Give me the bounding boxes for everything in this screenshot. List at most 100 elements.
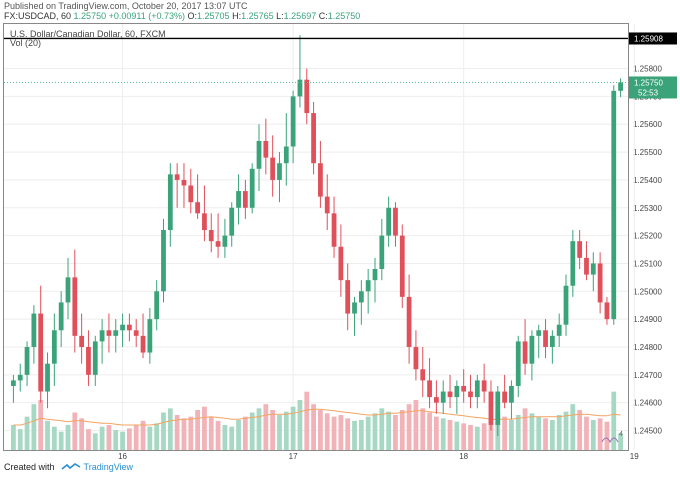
candle-body (58, 302, 64, 331)
x-tick-label: 16 (118, 452, 127, 461)
candle-body (570, 241, 576, 286)
volume-bar (92, 433, 98, 450)
candle (154, 280, 160, 331)
candle (256, 124, 262, 192)
volume-bar (352, 420, 357, 450)
volume-bar (345, 418, 351, 450)
volume-bar (304, 391, 310, 450)
candle-body (24, 346, 30, 375)
candle-body (386, 207, 392, 236)
volume-bar (447, 420, 453, 450)
candle (277, 152, 282, 203)
volume-bar (584, 416, 589, 450)
volume-bar (331, 416, 337, 450)
candle (311, 101, 316, 175)
candle (51, 313, 57, 386)
volume-bar (11, 425, 16, 450)
candle (358, 280, 364, 325)
candle-body (65, 277, 71, 303)
candle-body (515, 341, 521, 386)
volume-bar (543, 418, 548, 450)
volume-bar (283, 411, 289, 450)
candle-body (38, 313, 44, 392)
volume-bar (99, 426, 105, 450)
y-tick-label: 1.25300 (633, 204, 662, 213)
volume-bar (563, 411, 569, 450)
candle-body (147, 319, 153, 353)
candle-body (345, 280, 351, 314)
candle-body (92, 341, 98, 375)
candle (611, 85, 617, 325)
footer: Created with TradingView (4, 462, 133, 472)
wave-icon (601, 437, 619, 444)
candle-body (379, 235, 385, 270)
volume-bar (618, 433, 623, 450)
candle-body (556, 324, 562, 336)
candle-body (72, 277, 78, 336)
volume-bar (474, 426, 480, 450)
candle (488, 380, 494, 431)
volume-bar (324, 413, 330, 450)
candle (577, 230, 583, 270)
volume-bar (597, 418, 603, 450)
candle-body (488, 391, 494, 425)
y-tick-label: 1.24500 (633, 427, 662, 436)
candle-body (304, 79, 310, 114)
current-price-badge (629, 76, 677, 99)
candle (236, 174, 241, 225)
candle (420, 346, 426, 398)
candle-body (413, 346, 419, 370)
volume-bar (236, 420, 241, 450)
volume-bar (195, 410, 200, 450)
volume-bar (24, 416, 30, 450)
resistance-price-badge (629, 32, 677, 45)
candle (161, 218, 166, 303)
volume-bar (454, 421, 460, 450)
candle-body (256, 140, 262, 169)
volume-bar (188, 416, 194, 450)
candle (24, 341, 30, 386)
price-chart[interactable]: 1.258001.257001.256001.255001.254001.253… (0, 0, 680, 462)
candle (72, 249, 78, 353)
candle (86, 330, 91, 386)
candle (454, 380, 460, 414)
candle-body (45, 363, 50, 392)
candle-body (167, 174, 173, 231)
candle-body (229, 207, 235, 236)
volume-bar (549, 420, 555, 450)
x-tick-label: 18 (459, 452, 468, 461)
chart-frame (3, 23, 629, 451)
candle-body (468, 391, 473, 398)
candle (31, 305, 37, 364)
tradingview-brand[interactable]: TradingView (83, 462, 134, 472)
volume-bar (38, 400, 44, 450)
candle (270, 135, 276, 197)
candle (386, 196, 392, 247)
candle-body (338, 246, 344, 281)
volume-bar (311, 404, 316, 450)
countdown-label: 52:53 (638, 88, 659, 97)
candle (406, 274, 412, 364)
volume-bar (420, 408, 426, 450)
candle (208, 213, 214, 253)
y-tick-label: 1.25100 (633, 259, 662, 268)
symbol-label: FX:USDCAD, 60 (4, 11, 72, 21)
volume-bar (181, 418, 187, 450)
candle (413, 330, 419, 381)
candle-body (215, 241, 221, 247)
volume-bar (79, 418, 85, 450)
y-tick-label: 1.24900 (633, 315, 662, 324)
candle-body (51, 330, 57, 364)
volume-bar (399, 410, 405, 450)
candle-body (393, 207, 398, 236)
candle-body (584, 257, 589, 275)
candle-body (113, 330, 119, 336)
candle (584, 241, 589, 281)
candle-body (311, 113, 316, 164)
low-label: L: (276, 11, 284, 21)
volume-bar (127, 428, 132, 450)
candle (38, 285, 44, 403)
candle (365, 269, 371, 314)
candle-body (502, 391, 507, 403)
volume-bar (590, 420, 596, 450)
